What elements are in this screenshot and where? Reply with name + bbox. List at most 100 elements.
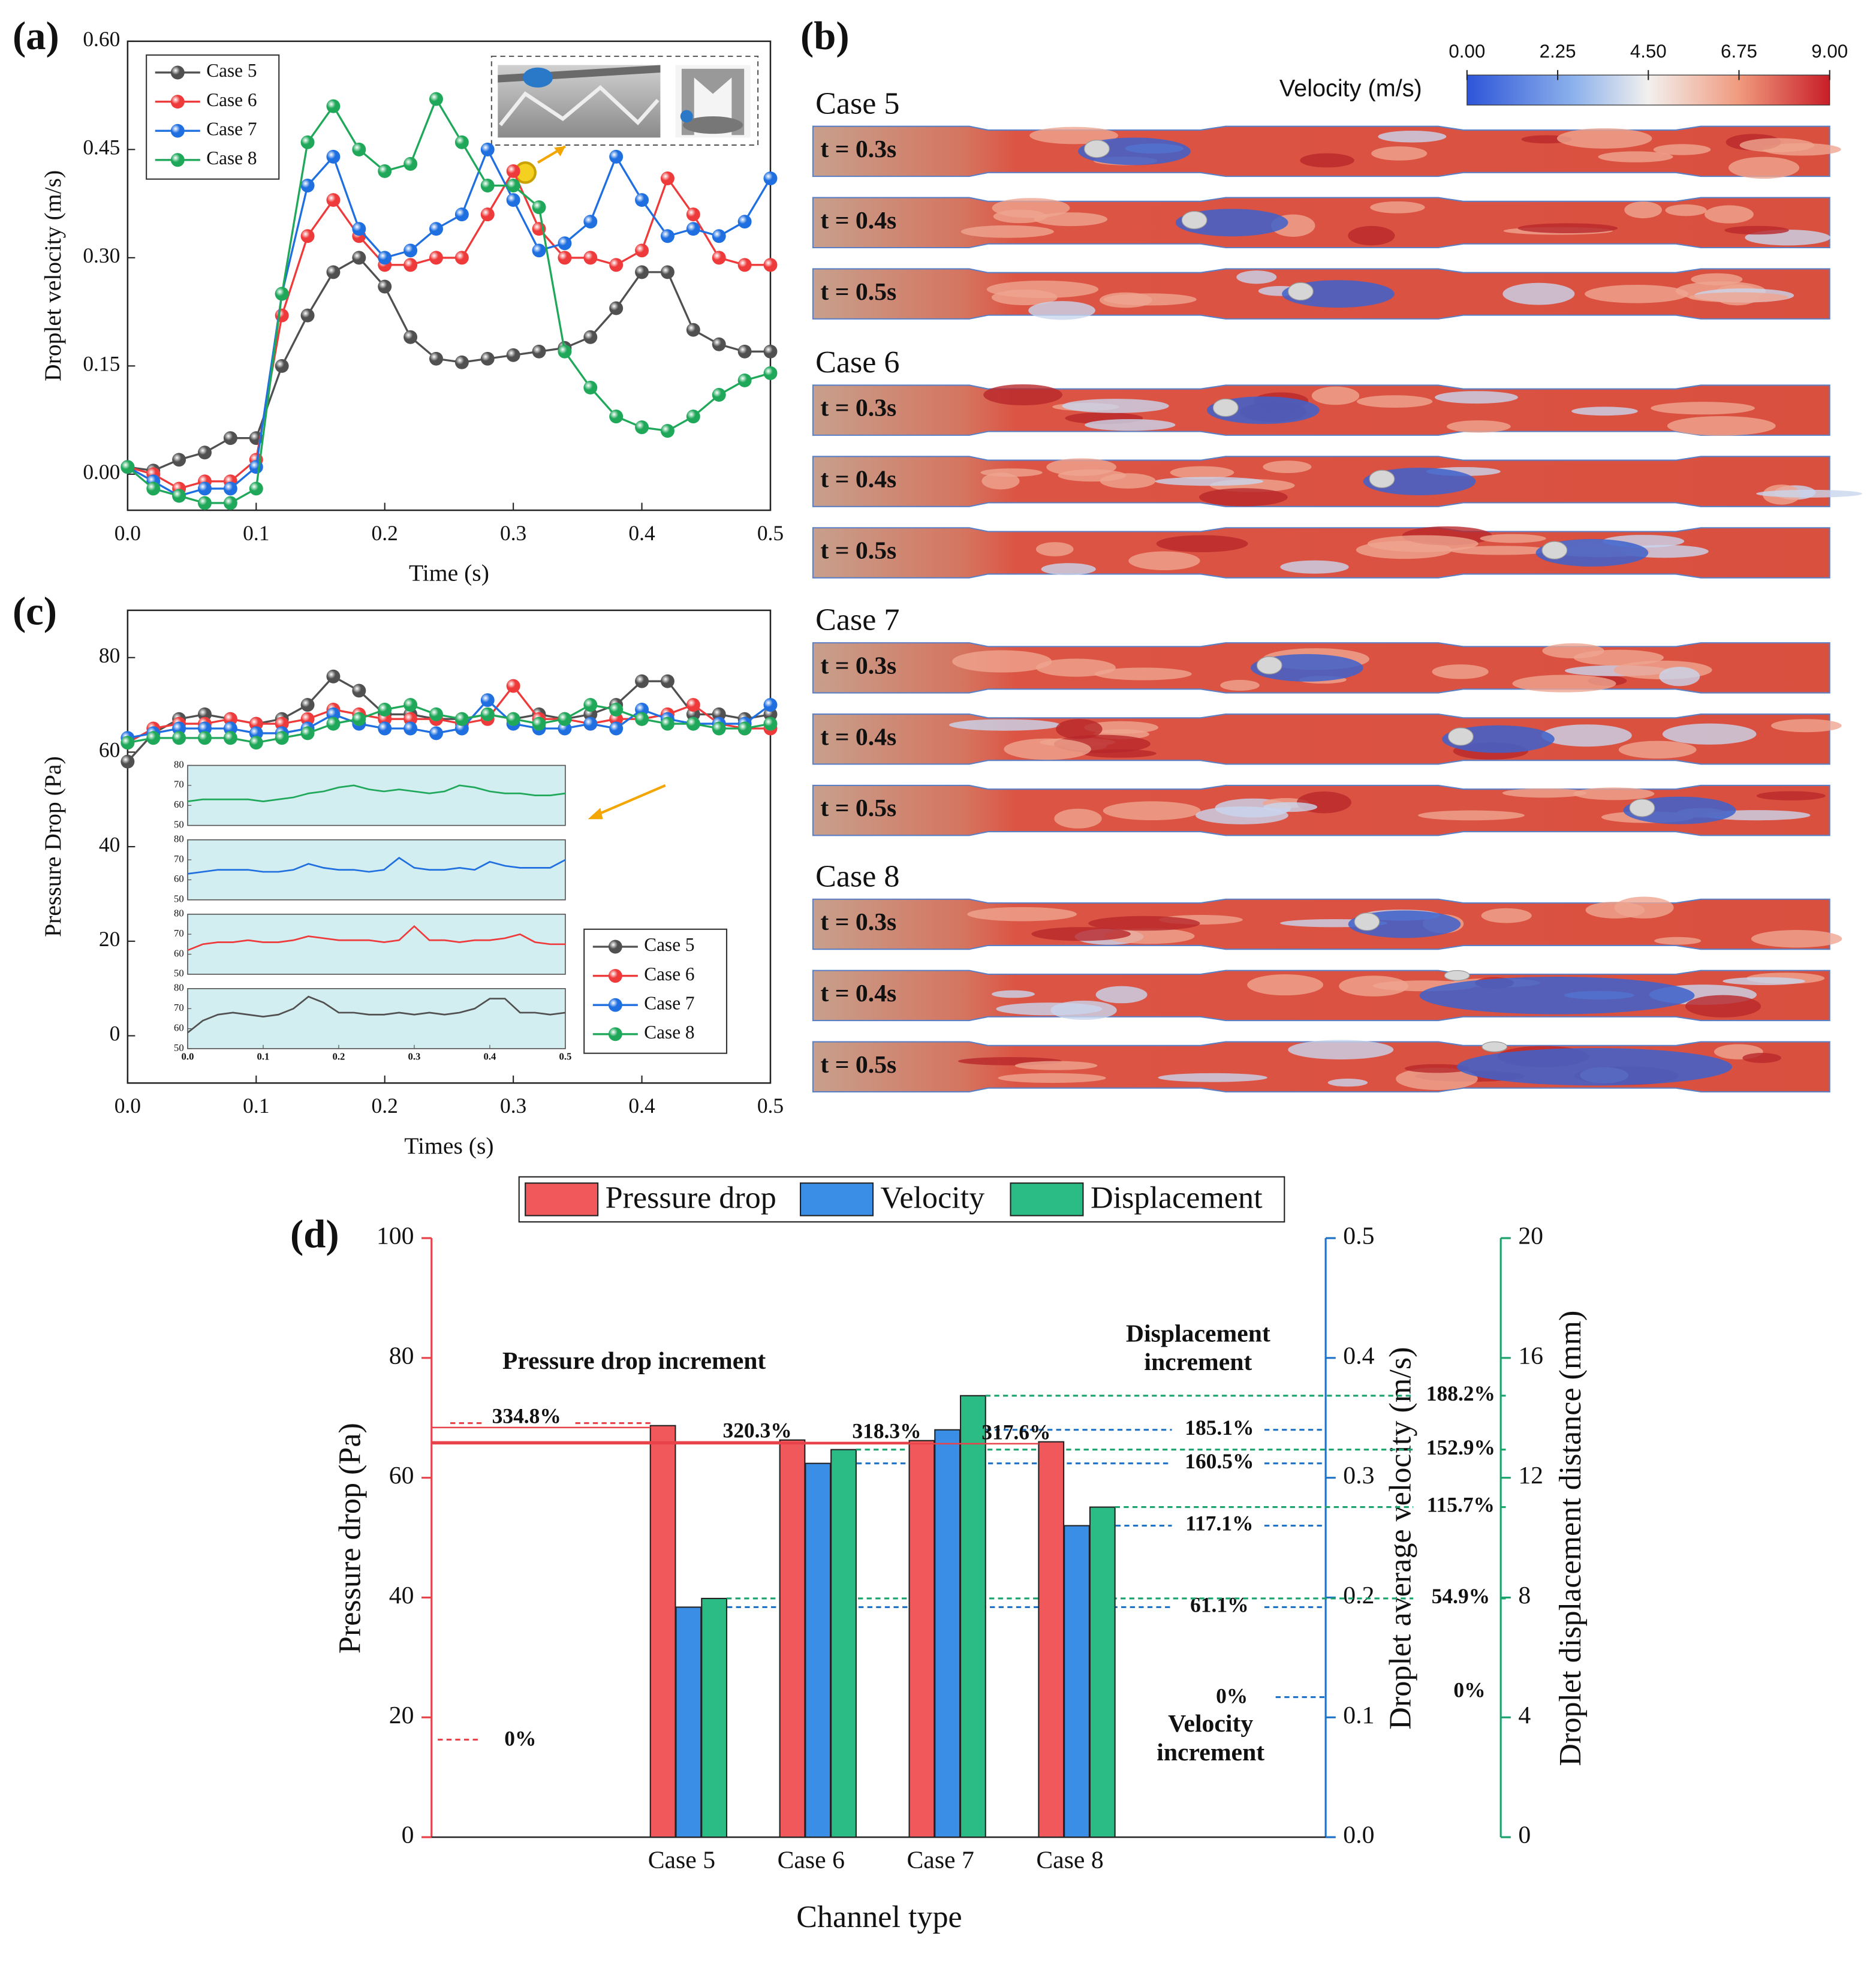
- wake: [1419, 977, 1695, 1014]
- inset-y-tick-label: 80: [174, 908, 184, 919]
- flow-patch: [1288, 1040, 1394, 1059]
- point: [686, 207, 700, 222]
- droplet: [1212, 398, 1239, 417]
- legend-label: Case 5: [644, 934, 694, 955]
- point: [763, 707, 778, 721]
- flow-patch: [1094, 667, 1192, 681]
- legend-swatch: [525, 1182, 599, 1217]
- flow-patch: [1050, 1000, 1117, 1020]
- flow-patch: [1356, 395, 1433, 408]
- inset-y-tick-label: 50: [174, 818, 184, 830]
- point: [429, 222, 443, 236]
- inset-line: [187, 857, 566, 875]
- flow-patch: [1517, 223, 1618, 234]
- flow-patch: [1704, 205, 1754, 224]
- contour-strip: [812, 197, 1831, 249]
- point: [480, 351, 495, 366]
- y-tick-label: 60: [99, 738, 120, 762]
- y-tick-label: 80: [99, 643, 120, 667]
- point: [223, 721, 237, 736]
- point: [352, 251, 366, 265]
- bar: [830, 1449, 857, 1838]
- point: [763, 171, 778, 185]
- flow-patch: [1571, 407, 1638, 416]
- y-tick-label: 0.00: [83, 460, 120, 484]
- flow-patch: [1103, 801, 1201, 821]
- point: [532, 716, 546, 731]
- legend-marker: [170, 95, 185, 109]
- flow-patch: [1378, 130, 1447, 143]
- point: [352, 142, 366, 156]
- point: [712, 721, 726, 736]
- x-tick-label: Case 8: [1036, 1846, 1103, 1874]
- flow-patch: [1247, 974, 1323, 996]
- x-tick-label: 0.4: [628, 521, 655, 545]
- flow-patch: [1035, 658, 1116, 677]
- legend-label: Case 5: [206, 60, 257, 81]
- increment-title: increment: [1144, 1348, 1252, 1376]
- flow-patch: [1004, 738, 1091, 760]
- point: [429, 351, 443, 366]
- point: [737, 721, 752, 736]
- strip-body: [812, 456, 1830, 507]
- contour-strip: [812, 896, 1842, 950]
- point: [506, 179, 520, 192]
- axis-tick-label: 8: [1518, 1582, 1531, 1609]
- flow-patch: [1512, 675, 1616, 693]
- point: [198, 496, 212, 510]
- x-axis-title: Channel type: [796, 1900, 962, 1934]
- point: [326, 669, 341, 684]
- axis-tick-label: 0.0: [1343, 1822, 1374, 1849]
- point: [583, 707, 598, 721]
- y-tick-label: 40: [99, 832, 120, 856]
- point: [326, 193, 341, 207]
- zero-label: 0%: [504, 1727, 536, 1751]
- inset-box: [187, 764, 566, 826]
- axis-tick-label: 80: [389, 1342, 414, 1369]
- inset-y-tick-label: 50: [174, 968, 184, 979]
- inset-x-tick-label: 0.1: [257, 1050, 270, 1062]
- axis-tick-label: 40: [389, 1582, 414, 1609]
- time-label: t = 0.3s: [820, 395, 896, 422]
- zero-label: 0%: [1216, 1684, 1248, 1708]
- bar: [675, 1606, 702, 1838]
- flow-patch: [1556, 128, 1652, 149]
- point: [480, 179, 495, 192]
- flow-patch: [1220, 679, 1260, 691]
- x-axis-title: Time (s): [409, 560, 489, 586]
- legend-box: [146, 54, 280, 180]
- point: [223, 496, 237, 510]
- point: [403, 721, 418, 736]
- inset-arrow: [588, 784, 666, 820]
- bar: [805, 1462, 832, 1838]
- axis-tick-label: 60: [389, 1462, 414, 1489]
- point: [558, 721, 572, 736]
- x-tick-label: 0.1: [243, 1094, 269, 1118]
- point: [480, 707, 495, 721]
- inset-line: [187, 784, 566, 802]
- flow-patch: [1028, 301, 1095, 320]
- point: [635, 193, 649, 207]
- x-tick-label: 0.3: [500, 1094, 526, 1118]
- point: [172, 489, 186, 503]
- flow-patch: [1662, 723, 1757, 745]
- point: [660, 424, 674, 438]
- x-tick-label: Case 5: [648, 1846, 715, 1874]
- point: [378, 721, 392, 736]
- x-tick-label: Case 7: [907, 1846, 974, 1874]
- contour-strip: [812, 456, 1863, 507]
- flow-patch: [1502, 282, 1575, 305]
- flow-patch: [1770, 719, 1842, 733]
- x-tick-label: Case 6: [778, 1846, 845, 1874]
- axis-tick-label: 4: [1518, 1702, 1531, 1729]
- contour-strip: [812, 384, 1830, 436]
- flow-patch: [1728, 156, 1800, 179]
- legend-marker: [608, 998, 622, 1012]
- point: [609, 703, 624, 716]
- panel-label: (b): [800, 14, 850, 58]
- flow-patch: [980, 468, 1043, 477]
- flow-patch: [1170, 466, 1234, 479]
- point: [480, 142, 495, 156]
- point: [352, 222, 366, 236]
- point: [378, 712, 392, 726]
